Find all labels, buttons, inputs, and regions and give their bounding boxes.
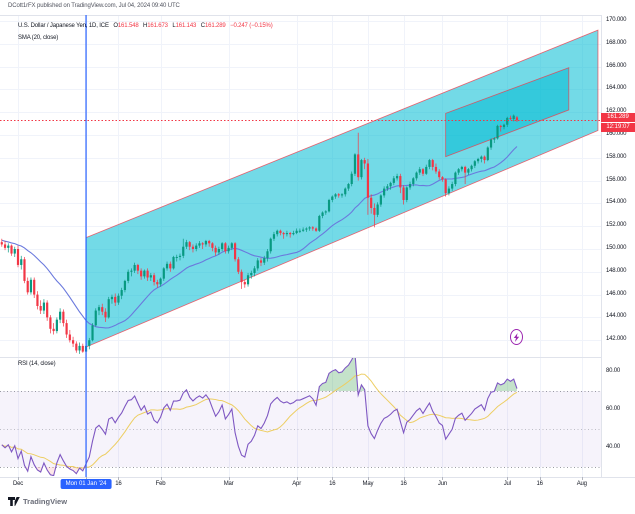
close-value: 161.289 xyxy=(204,23,226,29)
tradingview-mark-icon xyxy=(8,497,20,506)
price-tick-label: 150.000 xyxy=(606,245,627,251)
price-tick-label: 170.000 xyxy=(606,17,627,23)
price-tick-label: 160.000 xyxy=(606,131,627,137)
bar-countdown: 12:19:07 xyxy=(601,123,635,132)
tradingview-logo[interactable]: TradingView xyxy=(8,497,67,506)
time-tick-label: Dec xyxy=(12,481,24,487)
time-tick-label: Jul xyxy=(503,481,511,487)
rsi-tick-label: 80.00 xyxy=(606,368,621,374)
high-value: 161.673 xyxy=(147,23,168,29)
time-tick-label: 16 xyxy=(329,481,336,487)
lightning-bolt-glyph xyxy=(514,332,520,342)
time-tick-label: Jun xyxy=(437,481,447,487)
low-value: 161.143 xyxy=(175,23,197,29)
rsi-legend[interactable]: RSI (14, close) xyxy=(18,361,56,367)
high-label: H xyxy=(143,23,148,29)
symbol-title[interactable]: U.S. Dollar / Japanese Yen, 1D, ICE xyxy=(18,23,109,29)
price-tick-label: 168.000 xyxy=(606,39,627,46)
low-label: L xyxy=(172,23,176,29)
price-tick-label: 162.000 xyxy=(606,108,627,115)
main-pane-legend: U.S. Dollar / Japanese Yen, 1D, ICE O161… xyxy=(18,21,273,43)
symbol-ohlc-row: U.S. Dollar / Japanese Yen, 1D, ICE O161… xyxy=(18,21,273,31)
tradingview-logo-text: TradingView xyxy=(23,497,68,506)
time-tick-label: 16 xyxy=(536,481,543,487)
price-tick-label: 154.000 xyxy=(606,199,627,206)
rsi-tick-label: 60.00 xyxy=(606,406,621,412)
time-tick-label: Apr xyxy=(292,481,301,487)
time-tick-label: May xyxy=(362,481,374,487)
price-tick-label: 152.000 xyxy=(606,222,627,229)
event-date-label: Mon 01 Jan '24 xyxy=(60,479,112,489)
time-tick-label: 16 xyxy=(115,481,122,487)
price-tick-label: 146.000 xyxy=(606,290,627,297)
price-tick-label: 144.000 xyxy=(606,313,627,320)
last-price-label: 161.289 12:19:07 xyxy=(601,113,635,132)
price-tick-label: 158.000 xyxy=(606,153,627,160)
open-label: O xyxy=(113,23,118,29)
change-value: −0.247 (−0.15%) xyxy=(230,23,273,29)
price-tick-label: 142.000 xyxy=(606,336,627,343)
last-price-value: 161.289 xyxy=(601,113,635,122)
price-axis[interactable]: 170.000 168.000 166.000 164.000 162.000 160.0… xyxy=(601,0,635,494)
time-tick-label: Mar xyxy=(223,481,234,487)
price-tick-label: 166.000 xyxy=(606,62,627,69)
time-tick-label: Aug xyxy=(576,481,587,487)
price-tick-label: 164.000 xyxy=(606,85,627,92)
time-tick-label: Feb xyxy=(155,481,166,487)
open-value: 161.548 xyxy=(117,23,139,29)
lightning-marker-icon[interactable] xyxy=(510,329,524,345)
sma-legend[interactable]: SMA (20, close) xyxy=(18,35,59,41)
price-tick-label: 156.000 xyxy=(606,176,627,183)
rsi-tick-label: 40.00 xyxy=(606,444,621,450)
price-tick-label: 148.000 xyxy=(606,267,627,274)
close-label: C xyxy=(200,23,205,29)
time-tick-label: 16 xyxy=(400,481,407,487)
time-axis[interactable]: Dec 16 Feb Mar Apr 16 May 16 Jun Jul 16 Aug xyxy=(0,477,601,494)
